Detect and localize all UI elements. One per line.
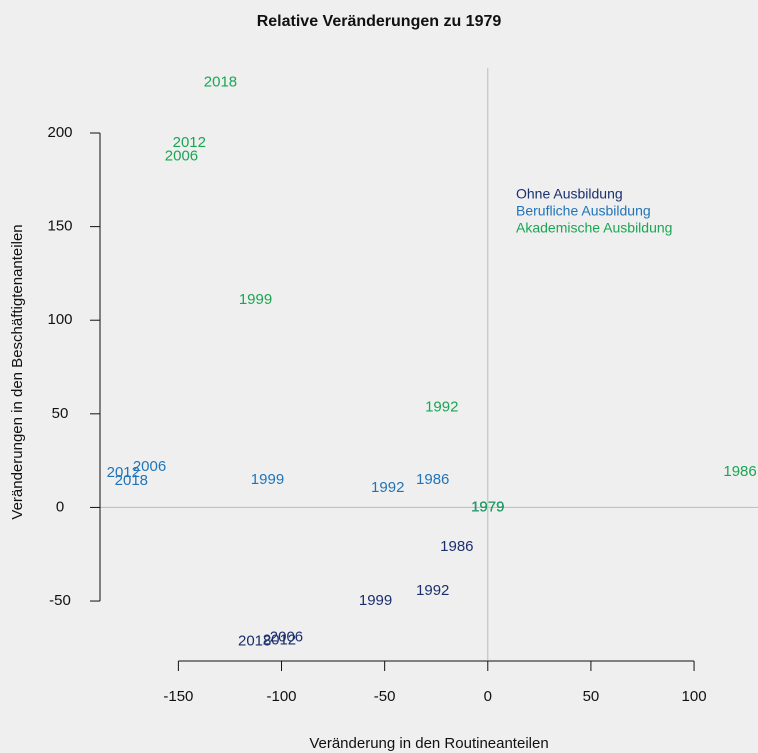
- point-label: 1992: [425, 399, 458, 416]
- x-tick-label: 100: [682, 688, 707, 705]
- point-label: 1999: [359, 592, 392, 609]
- point-label: 2018: [238, 633, 271, 650]
- point-label: 1986: [416, 471, 449, 488]
- y-tick-label: 100: [47, 311, 72, 328]
- y-tick-label: 50: [52, 405, 69, 422]
- point-label: 1999: [239, 291, 272, 308]
- x-tick-label: -100: [267, 688, 297, 705]
- point-label: 2012: [173, 134, 206, 151]
- point-label: 2012: [107, 464, 140, 481]
- y-tick-label: 150: [47, 218, 72, 235]
- x-tick-label: 50: [583, 688, 600, 705]
- plot-area: 1979198619921999200620122018197919861992…: [100, 68, 758, 660]
- point-label: 2018: [204, 73, 237, 90]
- point-label: 1986: [440, 538, 473, 555]
- point-label: 1999: [251, 471, 284, 488]
- point-label: 2012: [263, 632, 296, 649]
- legend-entry: Berufliche Ausbildung: [516, 203, 651, 219]
- point-label: 2018: [115, 472, 148, 489]
- chart-title: Relative Veränderungen zu 1979: [257, 13, 502, 30]
- point-label: 1992: [416, 582, 449, 599]
- x-tick-label: -150: [163, 688, 193, 705]
- point-label: 1986: [723, 463, 756, 480]
- point-label: 1979: [471, 498, 504, 515]
- legend-entry: Akademische Ausbildung: [516, 220, 672, 236]
- y-tick-label: 200: [47, 124, 72, 141]
- x-tick-label: -50: [374, 688, 396, 705]
- point-label: 2006: [165, 147, 198, 164]
- legend-entry: Ohne Ausbildung: [516, 186, 623, 202]
- y-axis-label: Veränderungen in den Beschäftigtenanteil…: [9, 224, 26, 519]
- point-label: 2006: [270, 629, 303, 646]
- point-label: 1979: [471, 498, 504, 515]
- point-label: 2006: [133, 458, 166, 475]
- y-tick-label: 0: [56, 498, 64, 515]
- point-label: 1992: [371, 479, 404, 496]
- x-axis-label: Veränderung in den Routineanteilen: [309, 735, 548, 752]
- y-tick-label: -50: [49, 592, 71, 609]
- x-tick-label: 0: [484, 688, 492, 705]
- point-label: 1979: [471, 498, 504, 515]
